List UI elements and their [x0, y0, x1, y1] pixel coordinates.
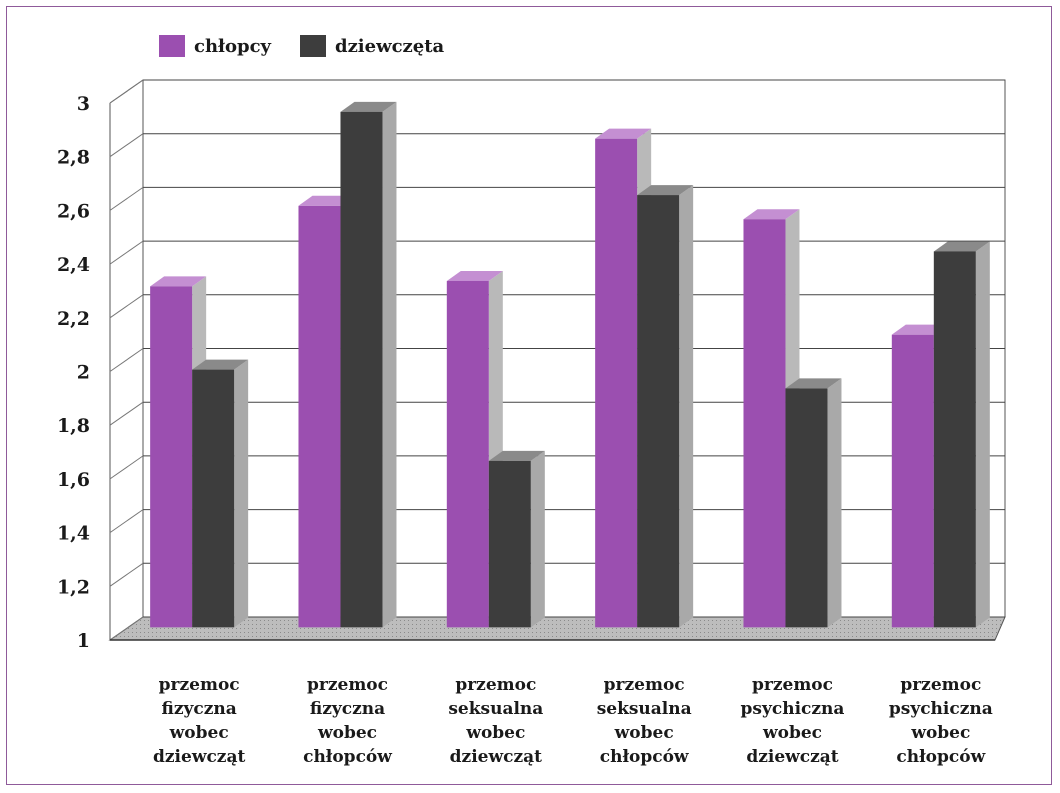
bar [488, 460, 531, 628]
x-tick-label: chłopców [303, 747, 392, 767]
x-tick-label: przemoc [455, 675, 536, 695]
gridline-side [109, 401, 144, 426]
bar [637, 195, 680, 628]
gridline-side [109, 455, 144, 480]
x-tick-label: przemoc [159, 675, 240, 695]
x-tick-label: psychiczna [889, 699, 993, 719]
bar [743, 219, 786, 628]
bar [595, 138, 638, 628]
x-tick-label: fizyczna [162, 699, 237, 719]
gridline-side [109, 240, 144, 265]
gridline-side [109, 509, 144, 534]
bar-side [382, 101, 397, 628]
gridline-side [109, 348, 144, 372]
x-tick-label: dziewcząt [450, 747, 542, 767]
x-tick-label: wobec [910, 723, 970, 743]
bar-top [595, 128, 652, 139]
y-tick-label: 1,8 [57, 415, 90, 437]
bar [298, 205, 341, 628]
x-tick-label: wobec [614, 723, 674, 743]
bar-side [975, 241, 990, 628]
x-tick-label: seksualna [597, 699, 692, 719]
legend: chłopcy dziewczęta [159, 35, 445, 57]
y-tick-label: 3 [77, 93, 90, 115]
gridline-side [109, 133, 144, 158]
x-tick-label: chłopców [896, 747, 985, 767]
bar [192, 369, 235, 628]
y-tick-label: 2,4 [57, 254, 90, 276]
bar-side [827, 378, 842, 628]
x-tick-label: chłopców [600, 747, 689, 767]
bar [785, 388, 828, 628]
legend-swatch-dziewczeta [300, 35, 326, 57]
bar-side [530, 450, 545, 628]
x-tick-label: przemoc [752, 675, 833, 695]
legend-label-dziewczeta: dziewczęta [335, 36, 445, 57]
bar-top [933, 241, 990, 252]
plot-area: 1 1,2 1,4 1,6 1,8 2 2,2 2,4 2,6 2,8 3 przemoc fizycz… [57, 79, 1006, 767]
y-tick-label: 2,2 [57, 308, 90, 330]
bar-top [785, 378, 842, 389]
bar-top [637, 185, 694, 196]
legend-swatch-chlopcy [159, 35, 185, 57]
bar-top [446, 270, 503, 281]
y-tick-label: 2,8 [57, 147, 90, 169]
y-tick-label: 2 [77, 362, 90, 384]
bar-top [743, 209, 800, 220]
x-tick-label: dziewcząt [746, 747, 838, 767]
y-tick-label: 1,4 [57, 523, 90, 545]
bar [891, 334, 934, 628]
y-tick-label: 1,6 [57, 469, 90, 491]
x-tick-label: wobec [762, 723, 822, 743]
gridline-side [109, 616, 144, 641]
gridline-side [109, 186, 144, 211]
bar-top [488, 450, 545, 461]
x-tick-label: przemoc [900, 675, 981, 695]
bar [933, 251, 976, 628]
bar-top [192, 359, 249, 370]
bar-top [340, 101, 397, 112]
bar [340, 111, 383, 628]
x-tick-label: psychiczna [741, 699, 845, 719]
x-tick-label: przemoc [604, 675, 685, 695]
x-tick-label: seksualna [448, 699, 543, 719]
floor [108, 616, 1006, 641]
legend-label-chlopcy: chłopcy [194, 36, 272, 57]
gridline-side [109, 562, 144, 587]
x-tick-label: fizyczna [310, 699, 385, 719]
x-tick-label: wobec [465, 723, 525, 743]
y-tick-label: 1,2 [57, 576, 90, 598]
gridline-side [109, 79, 144, 104]
y-tick-label: 1 [77, 630, 90, 652]
bar [150, 286, 193, 628]
bar-top [150, 276, 207, 287]
x-tick-label: wobec [317, 723, 377, 743]
bar-side [234, 359, 249, 628]
x-tick-label: dziewcząt [153, 747, 245, 767]
bar [446, 280, 489, 628]
x-tick-label: wobec [169, 723, 229, 743]
bar-side [679, 185, 694, 628]
gridline-side [109, 294, 144, 319]
x-tick-label: przemoc [307, 675, 388, 695]
y-tick-label: 2,6 [57, 200, 90, 222]
